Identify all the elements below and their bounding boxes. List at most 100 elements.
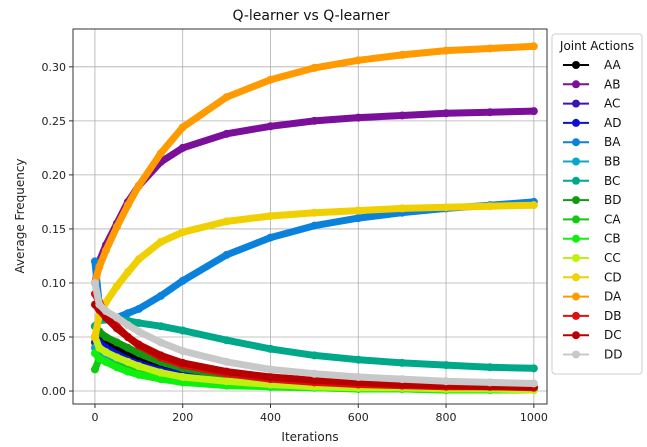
data-point [134, 181, 143, 190]
data-point [529, 379, 538, 388]
data-point [266, 344, 275, 353]
data-point [485, 363, 494, 372]
y-axis-label: Average Frequency [13, 158, 27, 273]
legend-marker [572, 99, 580, 108]
legend-label: AD [604, 116, 621, 130]
legend-item-ac: AC [563, 97, 620, 111]
x-axis: 0 200 400 600 800 1000 [91, 404, 548, 424]
legend-marker [572, 138, 580, 147]
data-point [529, 201, 538, 210]
data-point [90, 349, 99, 358]
data-point [112, 222, 121, 231]
data-point [310, 351, 319, 360]
data-point [123, 367, 132, 376]
y-tick-label: 0.25 [42, 115, 67, 128]
data-point [134, 304, 143, 313]
series-line [91, 301, 538, 391]
data-point [90, 332, 99, 341]
data-point [310, 116, 319, 125]
data-point [222, 93, 231, 102]
legend-marker [572, 331, 580, 340]
data-point [123, 343, 132, 352]
data-point [354, 355, 363, 364]
data-point [178, 347, 187, 356]
data-point [222, 129, 231, 138]
data-point [442, 46, 451, 55]
data-point [178, 143, 187, 152]
data-point [90, 365, 99, 374]
x-tick-label: 1000 [520, 411, 548, 424]
data-point [134, 370, 143, 379]
data-point [485, 378, 494, 387]
legend-items: AA AB AC AD BA BB BC BD CA CB CC CD DA DB DC DD [563, 58, 622, 362]
data-point [95, 343, 104, 352]
legend-label: DC [604, 328, 622, 342]
x-tick-label: 200 [172, 411, 193, 424]
legend-label: BD [604, 193, 621, 207]
data-point [529, 107, 538, 116]
y-axis: 0.00 0.05 0.10 0.15 0.20 0.25 0.30 [42, 61, 73, 398]
legend-item-da: DA [563, 290, 622, 304]
data-point [134, 318, 143, 327]
series-line [91, 279, 538, 387]
data-point [354, 214, 363, 223]
data-point [529, 364, 538, 373]
data-point [134, 349, 143, 358]
data-point [222, 250, 231, 259]
legend-label: AB [604, 77, 620, 91]
x-axis-label: Iterations [281, 430, 338, 444]
data-point [123, 321, 132, 330]
data-point [398, 358, 407, 367]
data-point [123, 332, 132, 341]
legend-item-cd: CD [563, 270, 622, 284]
data-point [178, 372, 187, 381]
data-point [222, 336, 231, 345]
data-point [178, 326, 187, 335]
y-tick-label: 0.05 [42, 331, 67, 344]
y-tick-label: 0.00 [42, 385, 67, 398]
data-point [101, 348, 110, 357]
data-point [354, 113, 363, 122]
legend-frame [551, 33, 643, 375]
y-tick-label: 0.20 [42, 169, 67, 182]
legend-label: BB [604, 155, 620, 169]
legend-item-cb: CB [563, 232, 621, 246]
legend-label: CA [604, 212, 621, 226]
legend-item-bb: BB [563, 155, 620, 169]
data-point [398, 111, 407, 120]
data-point [266, 75, 275, 84]
legend-marker [572, 234, 580, 243]
legend-marker [572, 292, 580, 301]
legend-marker [572, 350, 580, 359]
legend-label: AA [604, 58, 622, 72]
data-point [266, 365, 275, 374]
legend-label: DA [604, 290, 622, 304]
legend-marker [572, 196, 580, 205]
data-point [442, 203, 451, 212]
legend-label: BC [604, 174, 620, 188]
legend-item-ca: CA [563, 212, 621, 226]
x-tick-label: 400 [260, 411, 281, 424]
data-point [134, 362, 143, 371]
data-point [485, 44, 494, 53]
data-point [398, 50, 407, 59]
data-point [178, 228, 187, 237]
data-point [112, 363, 121, 372]
legend-marker [572, 176, 580, 185]
x-tick-label: 0 [91, 411, 98, 424]
data-point [90, 278, 99, 287]
series-lines [90, 42, 538, 394]
legend-item-aa: AA [563, 58, 622, 72]
legend-marker [572, 254, 580, 262]
legend-item-bd: BD [563, 193, 621, 207]
y-tick-label: 0.15 [42, 223, 67, 236]
legend-marker [572, 215, 580, 224]
legend-label: CB [604, 232, 621, 246]
legend: Joint Actions AA AB AC AD BA BB BC BD CA CB CC CD DA… [551, 33, 643, 375]
data-point [112, 338, 121, 347]
data-point [222, 377, 231, 386]
data-point [123, 309, 132, 318]
legend-marker [572, 157, 580, 166]
legend-title: Joint Actions [559, 39, 634, 53]
data-point [442, 109, 451, 118]
